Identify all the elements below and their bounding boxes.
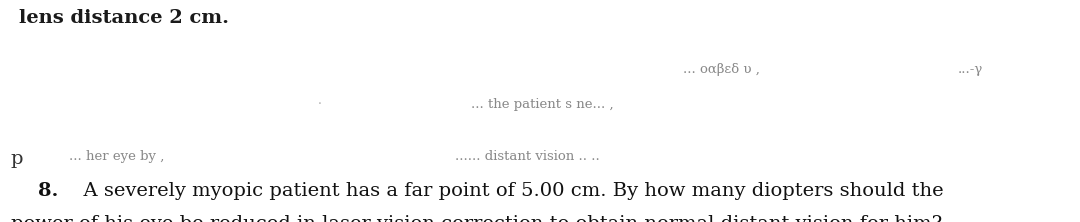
- Text: 8.: 8.: [11, 182, 58, 200]
- Text: ·: ·: [318, 98, 322, 111]
- Text: ...... distant vision .. ..: ...... distant vision .. ..: [456, 150, 600, 163]
- Text: A severely myopic patient has a far point of 5.00 cm. By how many diopters shoul: A severely myopic patient has a far poin…: [70, 182, 943, 200]
- Text: ... οαβεδ υ ,: ... οαβεδ υ ,: [683, 63, 759, 76]
- Text: p: p: [11, 150, 24, 168]
- Text: ...-γ: ...-γ: [958, 63, 983, 76]
- Text: ... her eye by ,: ... her eye by ,: [69, 150, 164, 163]
- Text: power of his eye be reduced in laser vision correction to obtain normal distant : power of his eye be reduced in laser vis…: [11, 215, 942, 222]
- Text: lens distance 2 cm.: lens distance 2 cm.: [19, 9, 229, 27]
- Text: ... the patient s ne... ,: ... the patient s ne... ,: [471, 98, 613, 111]
